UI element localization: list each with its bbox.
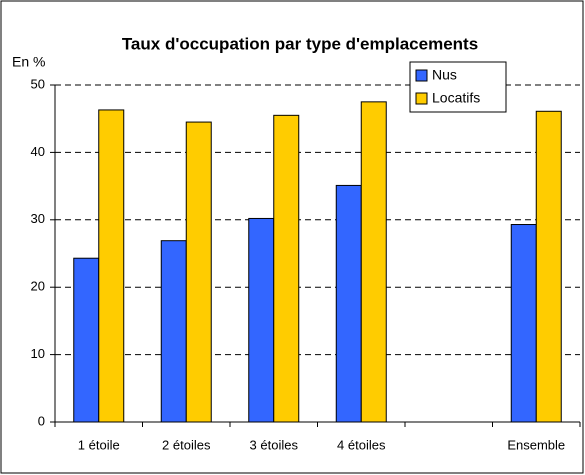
bar (535, 110, 562, 423)
x-tick-label: 2 étoiles (162, 437, 211, 452)
bar (185, 121, 212, 423)
x-tick-label: Ensemble (507, 437, 565, 452)
x-tick-label: 4 étoiles (337, 437, 386, 452)
y-tick-label: 10 (31, 346, 45, 361)
legend-swatch (415, 69, 428, 82)
chart-title: Taux d'occupation par type d'emplacement… (122, 34, 478, 53)
bar (360, 101, 387, 423)
bar (98, 109, 125, 423)
bar (510, 224, 537, 423)
x-tick-label: 3 étoiles (250, 437, 299, 452)
bar (73, 257, 100, 423)
bar (160, 240, 187, 423)
legend-swatch (415, 92, 428, 105)
y-tick-label: 20 (31, 279, 45, 294)
y-tick-label: 30 (31, 211, 45, 226)
legend-label: Locatifs (432, 90, 480, 106)
bar (335, 184, 362, 423)
y-axis-label: En % (12, 54, 45, 70)
y-tick-label: 0 (38, 413, 45, 428)
bar (273, 114, 300, 423)
legend-label: Nus (432, 67, 457, 83)
bar (248, 217, 275, 423)
x-tick-label: 1 étoile (78, 437, 120, 452)
y-tick-label: 40 (31, 144, 45, 159)
y-tick-label: 50 (31, 76, 45, 91)
